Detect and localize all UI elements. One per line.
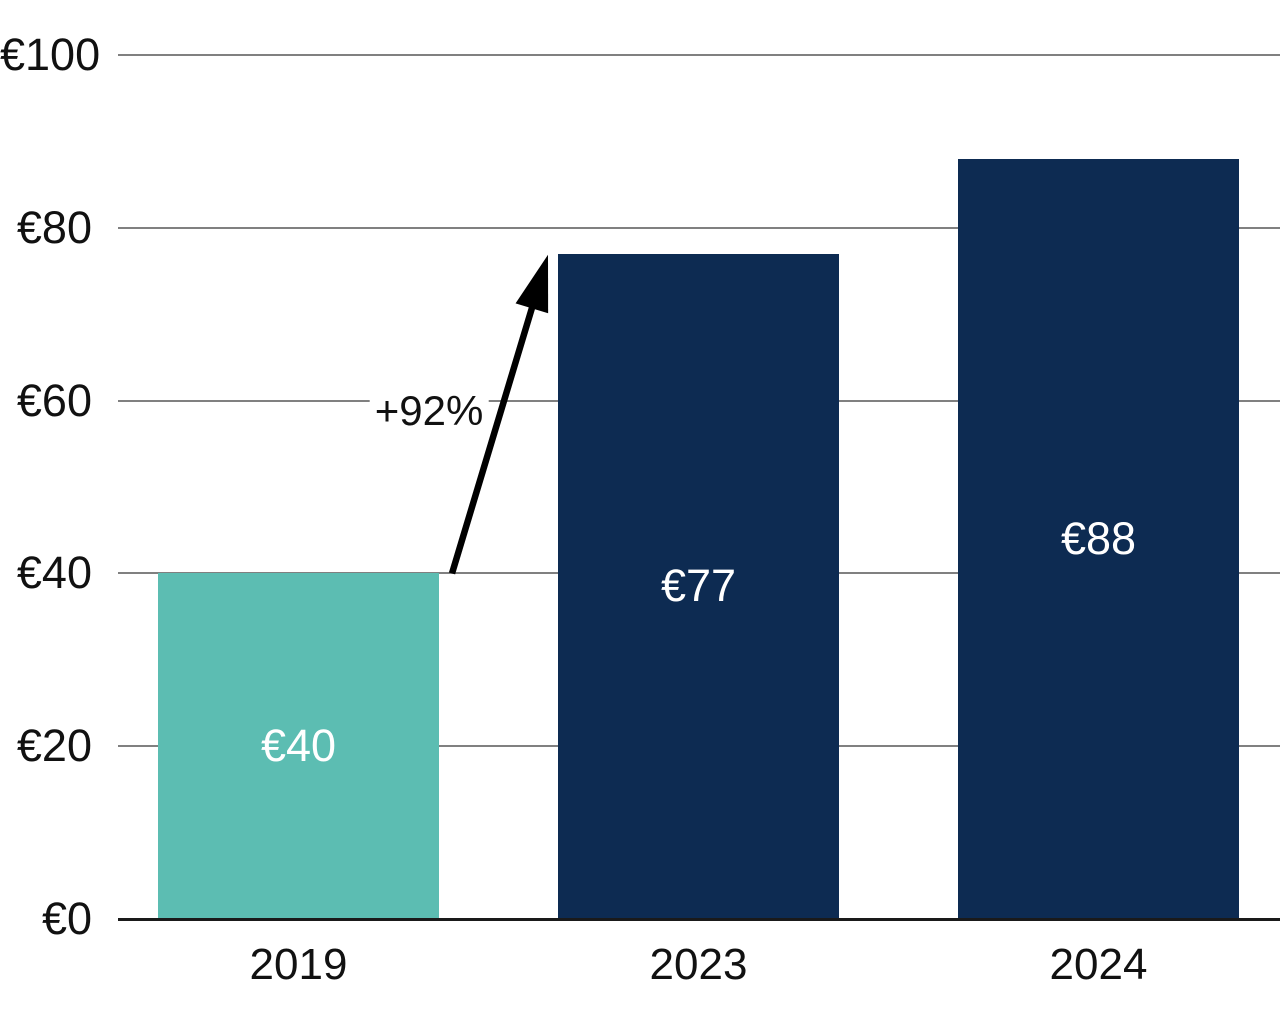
y-tick-label: €20 <box>16 720 92 772</box>
bar-2023: €77 <box>558 253 839 921</box>
bar-value-label: €88 <box>1060 512 1137 564</box>
x-tick-label: 2023 <box>649 940 748 989</box>
x-axis-line <box>118 917 1280 921</box>
y-tick-label: €0 <box>41 893 92 944</box>
gridline-80 <box>118 226 1280 229</box>
gridline-100 <box>118 54 1280 56</box>
bar-2019: €40 <box>158 573 439 921</box>
growth-annotation: +92% <box>369 387 489 436</box>
y-tick-label: €80 <box>16 201 92 253</box>
x-tick-label: 2019 <box>249 940 348 989</box>
bar-2024: €88 <box>958 158 1239 921</box>
bar-value-label: €40 <box>260 720 337 772</box>
bar-value-label: €77 <box>660 560 737 612</box>
x-tick-label: 2024 <box>1049 940 1148 989</box>
y-tick-label: €40 <box>16 547 92 599</box>
y-tick-label: €60 <box>16 374 92 426</box>
y-tick-label: €100 <box>0 29 101 80</box>
